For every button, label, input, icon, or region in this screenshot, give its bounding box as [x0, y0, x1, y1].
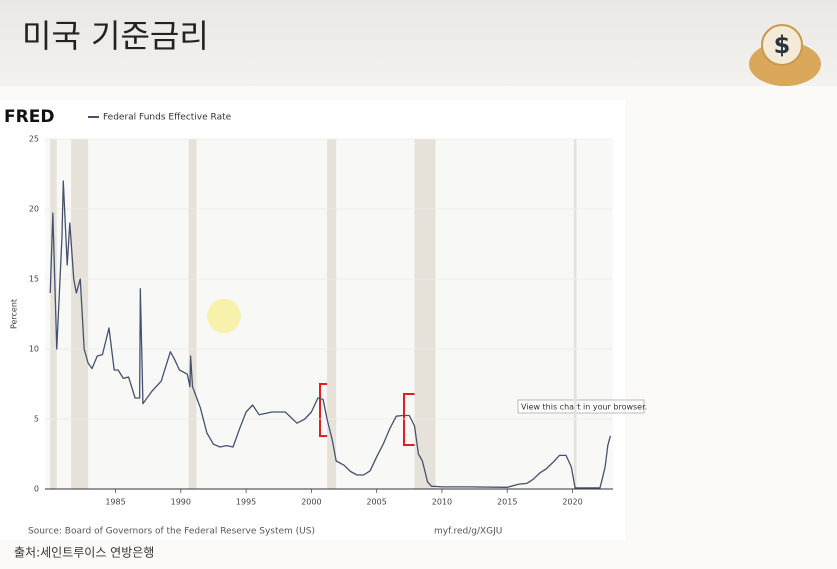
source-note: Source: Board of Governors of the Federa…	[28, 527, 315, 537]
cursor-highlight	[207, 299, 241, 333]
slide-caption: 출처:세인트루이스 연방은행	[14, 545, 154, 560]
recession-band	[50, 139, 57, 489]
x-tick-label: 2015	[497, 498, 517, 507]
chart-link[interactable]: myf.red/g/XGJU	[434, 527, 502, 537]
y-axis-label: Percent	[10, 299, 19, 329]
logo: $	[749, 24, 821, 86]
fred-logo: FRED	[4, 107, 54, 127]
recession-band	[573, 139, 577, 489]
plot: 0 5 10 15 20 25 1985 1990 1995 2000 2005 2010 2015 20…	[29, 135, 613, 507]
y-tick-label: 0	[34, 485, 39, 494]
recession-band	[188, 139, 197, 489]
y-tick-label: 5	[34, 415, 39, 424]
tooltip-box	[517, 399, 645, 414]
x-tick-label: 2000	[301, 498, 321, 507]
title-band	[0, 0, 837, 86]
svg-text:$: $	[774, 31, 791, 59]
recession-band	[71, 139, 89, 489]
x-tick-label: 1990	[171, 498, 191, 507]
tooltip: View this chart in your browser.	[521, 403, 647, 412]
x-tick-label: 1995	[236, 498, 256, 507]
y-tick-label: 15	[29, 275, 39, 284]
data-line	[49, 180, 612, 489]
recession-band	[327, 139, 337, 489]
recession-band	[414, 139, 436, 489]
y-tick-label: 25	[29, 135, 39, 144]
x-tick-label: 2005	[366, 498, 386, 507]
x-tick-label: 2020	[562, 498, 582, 507]
y-tick-label: 10	[29, 345, 39, 354]
x-tick-label: 2010	[432, 498, 452, 507]
slide-title: 미국 기준금리	[22, 17, 209, 55]
legend-label: Federal Funds Effective Rate	[103, 113, 232, 123]
y-tick-label: 20	[29, 205, 39, 214]
x-tick-label: 1985	[105, 498, 125, 507]
